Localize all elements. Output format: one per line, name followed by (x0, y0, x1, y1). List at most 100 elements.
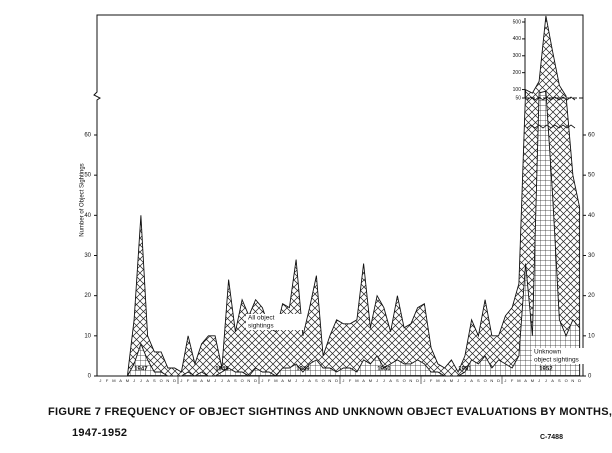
inset-tick-label: 300 (513, 53, 522, 59)
label-bg (532, 356, 590, 364)
inset-tick-label: 200 (513, 70, 522, 76)
x-tick-label: N (247, 378, 250, 383)
y-tick-label: 30 (588, 253, 595, 259)
x-tick-label: J (504, 378, 506, 383)
x-tick-label: J (133, 378, 135, 383)
x-tick-label: J (342, 378, 344, 383)
y-tick-label: 0 (88, 374, 92, 380)
x-tick-label: N (409, 378, 412, 383)
x-tick-label: A (389, 378, 392, 383)
x-tick-label: D (254, 378, 257, 383)
x-tick-label: O (484, 378, 487, 383)
series-label: Unknown (534, 349, 561, 356)
x-tick-label: M (517, 378, 520, 383)
label-bg (246, 322, 304, 330)
x-tick-label: S (396, 378, 399, 383)
x-tick-label: J (221, 378, 223, 383)
x-tick-label: N (328, 378, 331, 383)
x-tick-label: M (355, 378, 358, 383)
x-tick-label: S (153, 378, 156, 383)
x-tick-label: J (140, 378, 142, 383)
x-tick-label: M (288, 378, 291, 383)
x-tick-label: M (112, 378, 115, 383)
x-tick-label: O (160, 378, 163, 383)
year-label: 1952 (539, 367, 553, 373)
x-tick-label: F (349, 378, 352, 383)
x-tick-label: J (464, 378, 466, 383)
figure-id: C-7488 (540, 434, 563, 441)
x-tick-label: N (490, 378, 493, 383)
x-tick-label: M (369, 378, 372, 383)
x-tick-label: J (383, 378, 385, 383)
label-bg (246, 314, 304, 322)
y-tick-label: 20 (588, 293, 595, 299)
x-tick-label: M (436, 378, 439, 383)
x-tick-label: A (119, 378, 122, 383)
x-tick-label: F (511, 378, 514, 383)
x-tick-label: F (268, 378, 271, 383)
x-tick-label: J (295, 378, 297, 383)
x-tick-label: J (302, 378, 304, 383)
x-tick-label: S (234, 378, 237, 383)
x-tick-label: A (308, 378, 311, 383)
year-label: 1948 (215, 367, 229, 373)
x-tick-label: S (315, 378, 318, 383)
year-label: 1949 (296, 367, 310, 373)
y-tick-label: 50 (588, 173, 595, 179)
inset-tick-label: 500 (513, 19, 522, 25)
x-tick-label: A (146, 378, 149, 383)
x-tick-label: A (227, 378, 230, 383)
area (100, 15, 581, 377)
x-tick-label: A (281, 378, 284, 383)
x-tick-label: D (335, 378, 338, 383)
series-label: object sightings (534, 357, 580, 364)
x-tick-label: O (241, 378, 244, 383)
x-tick-label: O (403, 378, 406, 383)
y-tick-label: 30 (84, 253, 91, 259)
x-tick-label: S (477, 378, 480, 383)
x-tick-label: D (173, 378, 176, 383)
year-label: 1951 (458, 367, 472, 373)
x-tick-label: D (416, 378, 419, 383)
x-tick-label: F (106, 378, 109, 383)
x-tick-label: M (450, 378, 453, 383)
y-tick-label: 20 (84, 293, 91, 299)
x-tick-label: J (180, 378, 182, 383)
y-tick-label: 40 (588, 213, 595, 219)
x-tick-label: M (193, 378, 196, 383)
caption: 1947-1952 (72, 427, 127, 439)
y-axis-label: Number of Object Sightings (80, 163, 86, 236)
x-tick-label: J (545, 378, 547, 383)
x-tick-label: M (531, 378, 534, 383)
x-tick-label: F (187, 378, 190, 383)
x-tick-label: O (565, 378, 568, 383)
y-tick-label: 10 (84, 333, 91, 339)
x-tick-label: J (457, 378, 459, 383)
x-tick-label: A (362, 378, 365, 383)
x-tick-label: S (558, 378, 561, 383)
axis-break (526, 96, 576, 129)
y-tick-label: 50 (84, 173, 91, 179)
y-tick-label: 10 (588, 333, 595, 339)
series-label: sightings (248, 323, 274, 330)
year-label: 1950 (377, 367, 391, 373)
y-tick-label: 0 (588, 374, 592, 380)
x-tick-label: J (99, 378, 101, 383)
x-tick-label: A (443, 378, 446, 383)
x-tick-label: D (578, 378, 581, 383)
y-tick-label: 60 (84, 133, 91, 139)
inset-tick-label: 100 (513, 87, 522, 93)
y-tick-label: 40 (84, 213, 91, 219)
x-tick-label: M (126, 378, 129, 383)
x-tick-label: M (274, 378, 277, 383)
year-label: 1947 (134, 367, 148, 373)
x-tick-label: J (423, 378, 425, 383)
x-tick-label: N (571, 378, 574, 383)
inset-tick-label: 400 (513, 36, 522, 42)
label-bg (532, 348, 590, 356)
x-tick-label: F (430, 378, 433, 383)
x-tick-label: N (166, 378, 169, 383)
x-tick-label: A (551, 378, 554, 383)
y-tick-label: 60 (588, 133, 595, 139)
caption: FIGURE 7 FREQUENCY OF OBJECT SIGHTINGS A… (48, 406, 612, 418)
